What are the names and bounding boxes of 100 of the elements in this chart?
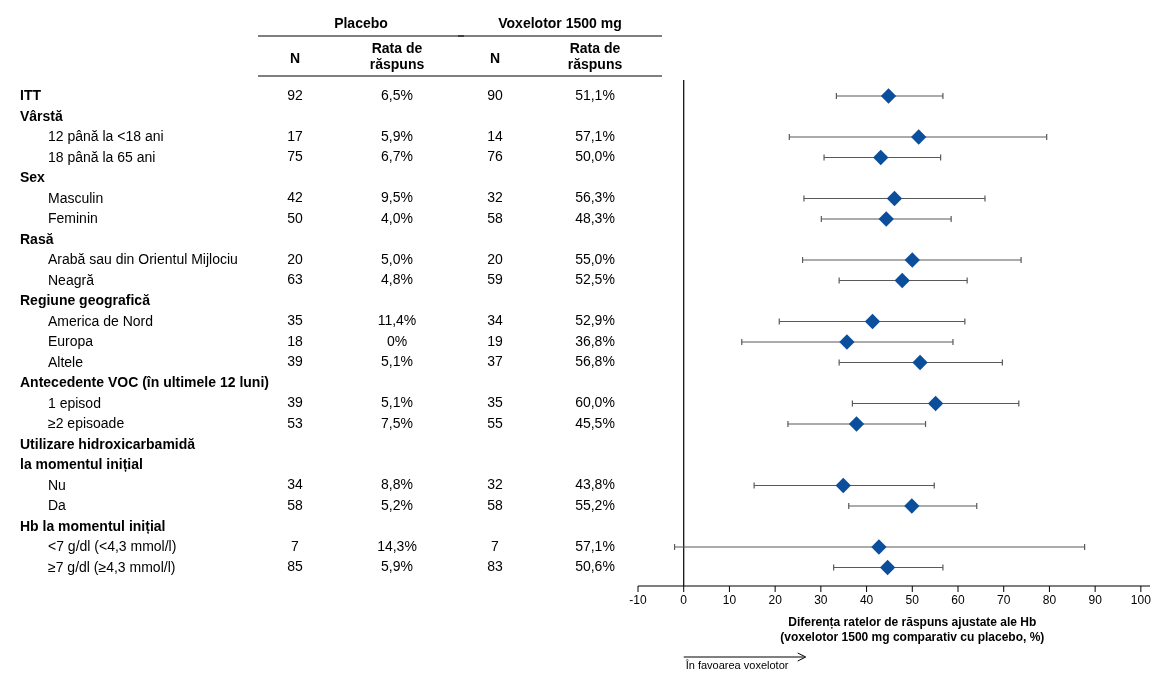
text: 50,0% [575,148,615,165]
text: Voxelotor 1500 mg [498,15,622,31]
text: 32 [487,189,503,206]
text: 55,0% [575,250,615,267]
text: 4,0% [381,209,413,226]
text: 11,4% [377,312,417,329]
text: 5,2% [381,496,413,513]
text: 5,1% [381,394,413,411]
text: 50,6% [575,558,615,575]
text: 60,0% [575,394,615,411]
text: 58 [487,496,503,513]
category-label: Altele [48,353,84,370]
category-label: N [289,50,301,66]
category-label: Rata de răspuns [369,40,425,72]
text: 17 [287,127,303,144]
category-label: Europa [48,332,94,349]
x-tick-label: 60 [951,593,965,607]
category-label: la momentul inițial [20,455,143,472]
text: 5,9% [381,558,413,575]
text: 75 [287,148,303,165]
category-label: Masculin [48,189,104,206]
x-tick-label: -10 [629,593,647,607]
text: 39 [287,353,303,370]
category-label: Rasă [20,230,54,247]
text: 14 [487,127,503,144]
text: 9,5% [381,189,413,206]
text: 92 [287,86,303,103]
category-label: Nu [48,476,66,493]
text: 36,8% [575,332,615,349]
text: 7 [291,537,299,554]
text: 32 [487,476,503,493]
text: 85 [287,558,303,575]
text: 48,3% [575,209,615,226]
text: 51,1% [575,86,615,103]
category-label: ITT [20,86,41,103]
text: 7,5% [381,414,413,431]
text: 4,8% [381,271,413,288]
category-label: ≥7 g/dl (≥4,3 mmol/l) [48,558,176,575]
x-tick-label: 90 [1088,593,1103,607]
text: 8,8% [381,476,413,493]
text: 57,1% [575,537,615,554]
category-label: America de Nord [48,312,154,329]
text: 53 [287,414,303,431]
x-tick-label: 10 [722,593,737,607]
text: 35 [287,312,303,329]
category-label: Feminin [48,209,98,226]
text: 55,2% [575,496,615,513]
text: 83 [487,558,503,575]
text: 19 [487,332,503,349]
category-label: Antecedente VOC (în ultimele 12 luni) [20,373,269,390]
text: 56,3% [575,189,615,206]
category-label: ≥2 episoade [48,414,125,431]
text: 55 [487,414,503,431]
x-tick-label: 100 [1130,593,1152,607]
text: 56,8% [575,353,615,370]
x-tick-label: 40 [859,593,874,607]
category-label: Sex [20,168,45,185]
text: 5,9% [381,127,413,144]
text: 76 [487,148,503,165]
category-label: Arabă sau din Orientul Mijlociu [48,250,238,267]
text: 7 [491,537,499,554]
category-label: 12 până la <18 ani [48,127,164,144]
category-label: Vârstă [20,107,63,124]
text: 18 [287,332,303,349]
text: 52,5% [575,271,615,288]
text: Placebo [334,15,388,31]
x-axis-title: Diferența ratelor de răspuns ajustate ale Hb (voxelotor 1500 mg comparativ cu placebo, %) [780,615,1045,644]
text: 35 [487,394,503,411]
category-label: 1 episod [48,394,101,411]
text: 63 [287,271,303,288]
x-tick-label: 50 [905,593,920,607]
x-tick-label: 80 [1042,593,1057,607]
text: 14,3% [377,537,417,554]
text: 43,8% [575,476,615,493]
text: 50 [287,209,303,226]
text: 39 [287,394,303,411]
text: 90 [487,86,503,103]
text: În favoarea voxelotor [684,659,789,671]
category-label: Rata de răspuns [567,40,623,72]
category-label: Da [48,496,66,513]
text: 0% [386,332,408,349]
category-label: 18 până la 65 ani [48,148,156,165]
text: 37 [487,353,503,370]
category-label: N [489,50,501,66]
text: 34 [487,312,503,329]
x-tick-label: 70 [997,593,1011,607]
category-label: <7 g/dl (<4,3 mmol/l) [48,537,177,554]
text: 5,1% [381,353,413,370]
x-tick-label: 0 [680,593,688,607]
category-label: Hb la momentul inițial [20,517,166,534]
text: 57,1% [575,127,615,144]
text: 59 [487,271,503,288]
text: 20 [487,250,503,267]
text: 6,5% [381,86,413,103]
category-label: Utilizare hidroxicarbamidă [20,435,196,452]
text: 58 [487,209,503,226]
category-label: Regiune geografică [20,291,150,308]
x-tick-label: 30 [814,593,828,607]
text: 6,7% [381,148,413,165]
text: 58 [287,496,303,513]
